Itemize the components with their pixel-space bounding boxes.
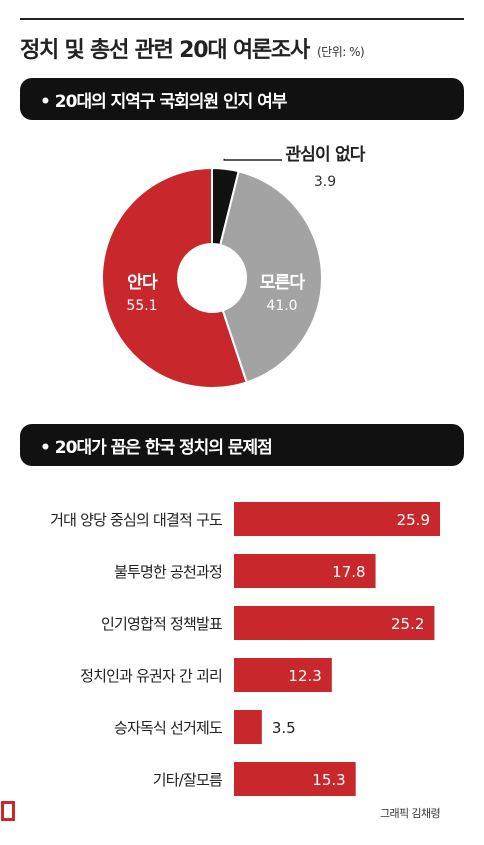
- publisher-logo-icon: [1, 801, 15, 821]
- pie-value-know: 55.1: [126, 298, 157, 314]
- pie-label-know: 안다: [127, 273, 158, 293]
- bar-0: [234, 502, 440, 536]
- bar-category-label: 불투명한 공천과정: [114, 563, 222, 581]
- bar-category-label: 정치인과 유권자 간 괴리: [80, 667, 222, 685]
- bar-value-label: 12.3: [288, 667, 321, 685]
- pie-label-dont-know: 모른다: [260, 273, 306, 293]
- section-header-problems: • 20대가 꼽은 한국 정치의 문제점: [20, 424, 464, 466]
- bar-2: [234, 606, 435, 640]
- pie-value-no-interest: 3.9: [314, 174, 336, 190]
- bar-value-label: 3.5: [272, 719, 296, 737]
- bar-value-label: 15.3: [312, 771, 345, 789]
- section-title-problems: • 20대가 꼽은 한국 정치의 문제점: [40, 437, 273, 458]
- graphic-credit: 그래픽 김채령: [379, 807, 441, 820]
- header: 정치 및 총선 관련 20대 여론조사 (단위: %): [20, 30, 464, 66]
- top-rule: [20, 18, 464, 20]
- bar-category-label: 기타/잘모름: [153, 771, 223, 789]
- pie-label-no-interest: 관심이 없다: [285, 145, 365, 165]
- bar-value-label: 25.9: [397, 511, 430, 529]
- bar-value-label: 17.8: [332, 563, 365, 581]
- pie-slice-2: [101, 166, 248, 389]
- bar-3: [234, 658, 332, 692]
- pie-slice-1: [219, 170, 324, 384]
- bar-category-label: 승자독식 선거제도: [114, 719, 223, 737]
- section-title-awareness: • 20대의 지역구 국회의원 인지 여부: [40, 91, 287, 112]
- bar-value-label: 25.2: [391, 615, 424, 633]
- bar-category-label: 인기영합적 정책발표: [101, 615, 223, 633]
- bar-5: [234, 762, 356, 796]
- bar-1: [234, 554, 376, 588]
- bar-4: [234, 710, 262, 744]
- bar-category-label: 거대 양당 중심의 대결적 구도: [50, 511, 223, 529]
- unit-note: (단위: %): [317, 44, 365, 59]
- pie-value-dont-know: 41.0: [266, 298, 297, 314]
- page-title: 정치 및 총선 관련 20대 여론조사: [20, 38, 310, 63]
- section-header-awareness: • 20대의 지역구 국회의원 인지 여부: [20, 78, 464, 120]
- pie-leader-line: [223, 158, 282, 161]
